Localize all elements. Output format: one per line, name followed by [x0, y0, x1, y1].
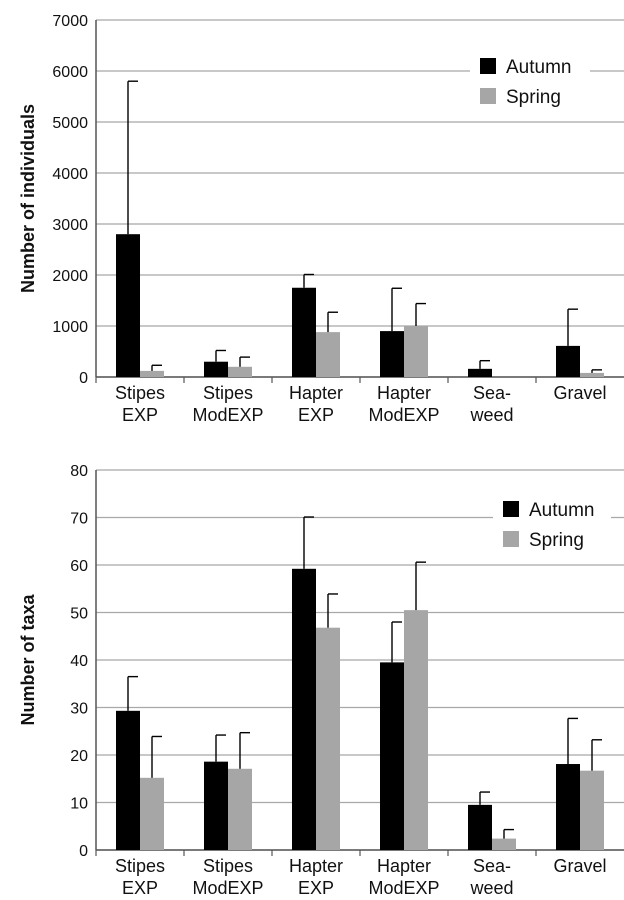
y-axis-label: Number of individuals — [18, 104, 38, 293]
bar-autumn — [292, 568, 316, 850]
bar-autumn — [468, 804, 492, 850]
bar-autumn — [116, 234, 140, 377]
x-category-label: Sea- — [473, 383, 511, 403]
bar-spring — [228, 768, 252, 850]
y-tick-label: 60 — [70, 558, 88, 575]
y-tick-label: 30 — [70, 701, 88, 718]
x-category-label: ModEXP — [192, 405, 263, 425]
bar-autumn — [116, 710, 140, 850]
y-tick-label: 7000 — [52, 13, 88, 30]
legend-label-autumn: Autumn — [506, 57, 571, 78]
y-tick-label: 70 — [70, 511, 88, 528]
legend-swatch-spring — [503, 531, 519, 547]
x-category-label: EXP — [122, 878, 158, 898]
legend-swatch-autumn — [503, 501, 519, 517]
bar-autumn — [380, 662, 404, 850]
y-tick-label: 20 — [70, 748, 88, 765]
bar-autumn — [380, 331, 404, 377]
x-category-label: Stipes — [203, 856, 253, 876]
y-tick-label: 3000 — [52, 217, 88, 234]
bar-spring — [316, 627, 340, 850]
bar-autumn — [556, 764, 580, 850]
y-tick-label: 4000 — [52, 166, 88, 183]
y-tick-label: 10 — [70, 796, 88, 813]
x-category-label: Sea- — [473, 856, 511, 876]
x-category-label: EXP — [122, 405, 158, 425]
chart-1: 0 1000 2000 3000 4000 5000 6000 7000 Number of i… — [18, 13, 624, 425]
x-category-label: Hapter — [289, 856, 343, 876]
legend-label-autumn: Autumn — [529, 500, 594, 521]
x-category-label: ModEXP — [368, 405, 439, 425]
x-category-label: weed — [469, 405, 513, 425]
bar-spring — [404, 326, 428, 377]
bar-autumn — [556, 345, 580, 377]
bar-spring — [140, 370, 164, 377]
x-category-label: Stipes — [115, 383, 165, 403]
x-category-label: weed — [469, 878, 513, 898]
x-category-label: Stipes — [203, 383, 253, 403]
x-category-label: Gravel — [553, 856, 606, 876]
bar-spring — [140, 777, 164, 850]
y-tick-label: 80 — [70, 463, 88, 480]
y-tick-label: 50 — [70, 606, 88, 623]
x-category-label: ModEXP — [368, 878, 439, 898]
legend-label-spring: Spring — [506, 87, 561, 108]
x-category-label: ModEXP — [192, 878, 263, 898]
y-tick-label: 2000 — [52, 268, 88, 285]
x-category-label: Stipes — [115, 856, 165, 876]
x-category-label: Hapter — [289, 383, 343, 403]
y-tick-label: 6000 — [52, 64, 88, 81]
bar-spring — [492, 838, 516, 850]
bar-autumn — [204, 761, 228, 850]
bar-spring — [580, 770, 604, 850]
x-category-label: EXP — [298, 405, 334, 425]
y-tick-label: 5000 — [52, 115, 88, 132]
bar-autumn — [468, 368, 492, 377]
x-category-label: EXP — [298, 878, 334, 898]
y-tick-label: 0 — [79, 370, 88, 387]
legend-label-spring: Spring — [529, 530, 584, 551]
legend-swatch-autumn — [480, 58, 496, 74]
y-axis-label: Number of taxa — [18, 593, 38, 725]
x-category-label: Hapter — [377, 856, 431, 876]
legend-swatch-spring — [480, 88, 496, 104]
bar-spring — [228, 366, 252, 377]
x-category-label: Gravel — [553, 383, 606, 403]
y-tick-label: 0 — [79, 843, 88, 860]
x-category-label: Hapter — [377, 383, 431, 403]
bar-autumn — [292, 287, 316, 377]
y-tick-label: 1000 — [52, 319, 88, 336]
bar-autumn — [204, 361, 228, 377]
bar-spring — [404, 610, 428, 850]
bar-spring — [316, 332, 340, 377]
bar-spring — [580, 372, 604, 377]
y-tick-label: 40 — [70, 653, 88, 670]
